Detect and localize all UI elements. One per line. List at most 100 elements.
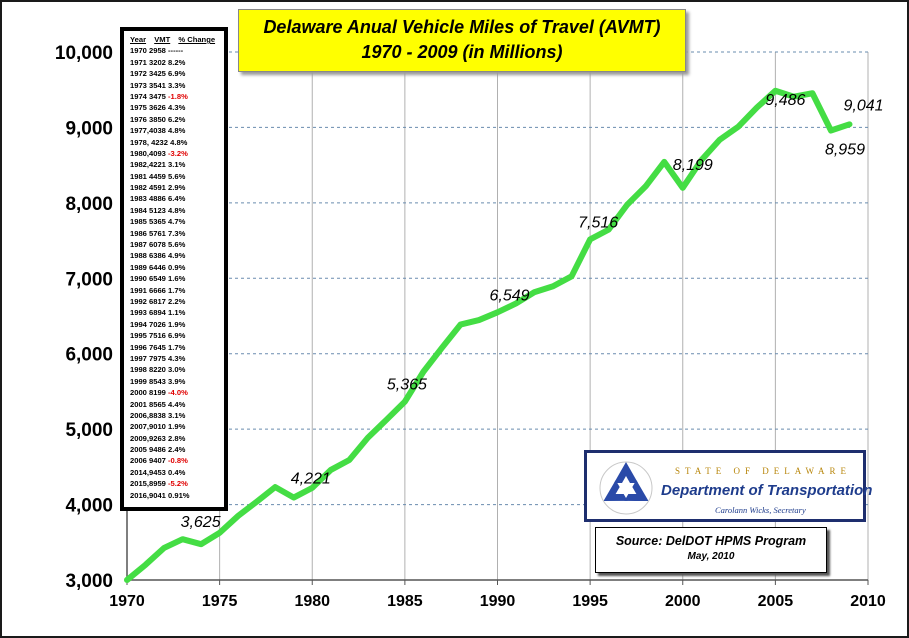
- table-row: 1996 7645 1.7%: [130, 342, 224, 353]
- vmt-data-point: [773, 89, 777, 93]
- vmt-data-point: [440, 346, 444, 350]
- x-tick-label: 1990: [480, 593, 516, 610]
- table-row-change: -0.8%: [168, 456, 188, 466]
- table-row: 1974 3475 -1.8%: [130, 91, 224, 102]
- table-row: 1986 5761 7.3%: [130, 228, 224, 239]
- y-tick-label: 9,000: [65, 118, 113, 139]
- table-row-year-vmt: 2001 8565: [130, 399, 169, 409]
- table-row: 1991 6666 1.7%: [130, 285, 224, 296]
- table-row-year-vmt: 1996 7645: [130, 342, 169, 352]
- table-row-year-vmt: 1990 6549: [130, 274, 169, 284]
- data-label: 9,486: [765, 92, 805, 109]
- chart-title-box: Delaware Anual Vehicle Miles of Travel (…: [238, 9, 686, 72]
- table-row: 1978, 4232 4.8%: [130, 137, 224, 148]
- table-header-vmt: VMT: [154, 35, 171, 44]
- table-row: 1982 4591 2.9%: [130, 182, 224, 193]
- table-row: 2006 9407 -0.8%: [130, 455, 224, 466]
- vmt-data-point: [829, 129, 833, 133]
- table-row-change: 6.9%: [168, 69, 186, 79]
- table-row-change: 4.7%: [168, 217, 186, 227]
- table-row-change: 1.9%: [168, 319, 186, 329]
- y-tick-label: 8,000: [65, 194, 113, 215]
- table-row: 1995 7516 6.9%: [130, 330, 224, 341]
- table-row: 1971 3202 8.2%: [130, 57, 224, 68]
- table-row-change: 4.8%: [168, 126, 186, 136]
- table-row-year-vmt: 2006 9407: [130, 456, 169, 466]
- table-row-year-vmt: 1970 2958: [130, 46, 169, 56]
- source-date: May, 2010: [687, 551, 735, 562]
- table-row: 1980,4093 -3.2%: [130, 148, 224, 159]
- table-row-change: 3.9%: [168, 376, 186, 386]
- table-row-change: 6.2%: [168, 114, 186, 124]
- table-row-change: -3.2%: [168, 148, 188, 158]
- table-row: 1987 6078 5.6%: [130, 239, 224, 250]
- table-row: 1970 2958 ------: [130, 45, 224, 56]
- data-label: 8,199: [673, 157, 713, 174]
- table-row-year-vmt: 1992 6817: [130, 296, 169, 306]
- table-row: 1998 8220 3.0%: [130, 364, 224, 375]
- table-row: 1989 6446 0.9%: [130, 262, 224, 273]
- vmt-data-point: [181, 537, 185, 541]
- table-row: 1975 3626 4.3%: [130, 102, 224, 113]
- table-row-year-vmt: 1997 7975: [130, 353, 169, 363]
- table-row-year-vmt: 1986 5761: [130, 228, 169, 238]
- vmt-data-point: [496, 310, 499, 314]
- table-header-change: % Change: [178, 35, 216, 44]
- x-tick-label: 2000: [665, 593, 701, 610]
- vmt-data-point: [292, 496, 296, 500]
- table-row: 2014,9453 0.4%: [130, 467, 224, 478]
- table-row-change: 2.9%: [168, 183, 186, 193]
- vmt-data-point: [755, 106, 759, 110]
- table-row-year-vmt: 2015,8959: [130, 479, 169, 489]
- table-row-change: 5.6%: [168, 240, 186, 250]
- table-row-year-vmt: 1987 6078: [130, 240, 169, 250]
- vmt-data-point: [255, 500, 259, 504]
- x-tick-label: 1970: [109, 593, 145, 610]
- x-tick-label: 2010: [850, 593, 886, 610]
- table-row-change: 1.6%: [168, 274, 186, 284]
- table-row-year-vmt: 2016,9041: [130, 490, 169, 500]
- vmt-data-point: [514, 301, 518, 305]
- table-row-year-vmt: 1999 8543: [130, 376, 169, 386]
- table-row-year-vmt: 2000 8199: [130, 388, 169, 398]
- table-row-year-vmt: 1991 6666: [130, 285, 169, 295]
- vmt-data-point: [625, 203, 629, 207]
- table-rows: 1970 2958 ------ 1971 3202 8.2% 1972 3425 …: [130, 45, 224, 501]
- table-row-year-vmt: 2007,9010: [130, 422, 169, 432]
- table-row-year-vmt: 1980,4093: [130, 148, 169, 158]
- table-row-year-vmt: 1978, 4232: [130, 137, 171, 147]
- table-row-change: 4.3%: [168, 353, 186, 363]
- vmt-data-point: [310, 486, 314, 490]
- table-row-year-vmt: 1988 6386: [130, 251, 169, 261]
- y-tick-label: 5,000: [65, 420, 113, 441]
- table-row: 1994 7026 1.9%: [130, 319, 224, 330]
- table-row-year-vmt: 1973 3541: [130, 80, 169, 90]
- table-row-year-vmt: 1989 6446: [130, 262, 169, 272]
- table-row-year-vmt: 1993 6894: [130, 308, 169, 318]
- table-row-year-vmt: 2009,9263: [130, 433, 169, 443]
- table-row: 2007,9010 1.9%: [130, 421, 224, 432]
- data-label: 9,041: [843, 97, 883, 114]
- table-header-row: Year VMT % Change: [130, 34, 224, 45]
- vmt-data-point: [681, 186, 685, 190]
- vmt-data-point: [236, 514, 240, 518]
- table-row-change: 6.4%: [168, 194, 186, 204]
- table-row-change: 4.8%: [170, 137, 188, 147]
- vmt-data-point: [273, 485, 277, 489]
- table-row-year-vmt: 2005 9486: [130, 445, 169, 455]
- table-row-year-vmt: 1983 4886: [130, 194, 169, 204]
- table-row-year-vmt: 1977,4038: [130, 126, 169, 136]
- table-row-year-vmt: 1971 3202: [130, 57, 169, 67]
- y-tick-label: 6,000: [65, 345, 113, 366]
- table-row: 2005 9486 2.4%: [130, 444, 224, 455]
- table-row-year-vmt: 1994 7026: [130, 319, 169, 329]
- vmt-data-point: [199, 542, 203, 546]
- data-label: 5,365: [387, 377, 427, 394]
- data-label: 4,221: [291, 471, 331, 488]
- table-row-change: ------: [168, 46, 184, 56]
- x-tick-label: 2005: [758, 593, 794, 610]
- table-row-year-vmt: 1995 7516: [130, 331, 169, 341]
- source-text: Source: DelDOT HPMS Program: [615, 534, 807, 548]
- vmt-data-point: [366, 436, 370, 440]
- vmt-data-point: [588, 237, 592, 241]
